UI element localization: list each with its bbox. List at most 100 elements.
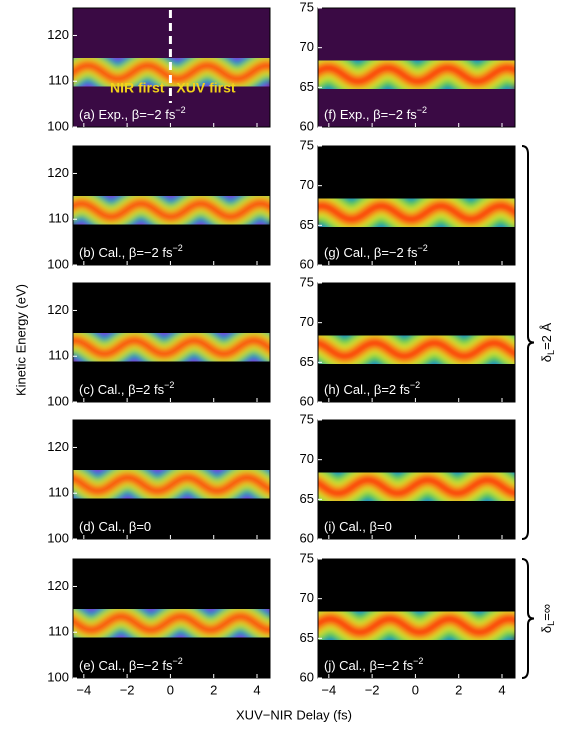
panel: 60 65 70 75 (g) Cal., β=−2 fs−2 [300, 137, 516, 271]
panel: 100 110 120 (b) Cal., β=−2 fs−2 [47, 145, 271, 271]
panel-frame [72, 558, 271, 679]
panel: 100 110 120 (c) Cal., β=2 fs−2 [47, 282, 271, 408]
panel-label-sup: −2 [410, 380, 420, 390]
y-tick-label: 120 [47, 27, 69, 42]
panel-frame [317, 558, 516, 679]
panel-label-sup: −2 [164, 380, 174, 390]
y-tick-label: 75 [300, 550, 314, 565]
x-tick-label: −2 [365, 682, 380, 697]
x-tick-label: −2 [120, 682, 135, 697]
band-image [318, 172, 515, 253]
x-tick-label: 0 [167, 682, 174, 697]
band [318, 61, 515, 88]
panel-frame [72, 7, 271, 128]
band [73, 198, 270, 223]
y-tick-label: 60 [300, 669, 314, 684]
panel: 100 110 120 (a) Exp., β=−2 fs−2 NIR first XUV… [47, 7, 271, 133]
group-label: δL=∞ [539, 604, 556, 633]
band [73, 335, 270, 360]
y-tick-label: 120 [47, 165, 69, 180]
panel-frame [317, 282, 516, 403]
group-label-main: δ [539, 626, 554, 633]
y-tick-label: 100 [47, 530, 69, 545]
panel-label: (d) Cal., β=0 [79, 519, 151, 534]
x-tick-label: 4 [498, 682, 505, 697]
panel-label: (b) Cal., β=−2 fs−2 [79, 243, 183, 260]
x-tick-label: −4 [321, 682, 336, 697]
panel-label-text: (b) Cal., β=−2 fs [79, 245, 173, 260]
group-label-main: δ [539, 355, 554, 362]
y-tick-label: 65 [300, 354, 314, 369]
panel-label-text: (h) Cal., β=2 fs [324, 382, 410, 397]
panel-label: (h) Cal., β=2 fs−2 [324, 380, 420, 397]
y-tick-label: 60 [300, 530, 314, 545]
band-image [318, 446, 515, 527]
panel-label-text: (d) Cal., β=0 [79, 519, 151, 534]
x-tick-label: 2 [455, 682, 462, 697]
band [318, 473, 515, 500]
panel-label-sup: −2 [172, 656, 182, 666]
panel-label-text: (i) Cal., β=0 [324, 519, 392, 534]
y-tick-label: 110 [48, 73, 69, 88]
band-image [73, 451, 270, 518]
panel-label: (e) Cal., β=−2 fs−2 [79, 656, 183, 673]
y-tick-label: 70 [300, 451, 314, 466]
panel-label-sup: −2 [413, 656, 423, 666]
panel-label: (j) Cal., β=−2 fs−2 [324, 656, 423, 673]
y-tick-label: 60 [300, 118, 314, 133]
y-tick-label: 70 [300, 177, 314, 192]
y-tick-label: 60 [300, 256, 314, 271]
y-tick-label: 110 [48, 348, 69, 363]
panel-frame [72, 419, 271, 540]
panel-label-text: (a) Exp., β=−2 fs [79, 107, 176, 122]
x-tick-label: −4 [76, 682, 91, 697]
y-tick-label: 100 [47, 118, 69, 133]
y-tick-label: 120 [47, 578, 69, 593]
panel-frame [72, 145, 271, 266]
band-image [318, 585, 515, 666]
y-tick-label: 65 [300, 217, 314, 232]
y-tick-label: 65 [300, 79, 314, 94]
x-tick-label: 0 [412, 682, 419, 697]
annotation: NIR first [110, 80, 165, 96]
panel-label: (f) Exp., β=−2 fs−2 [324, 105, 427, 122]
y-tick-label: 75 [300, 137, 314, 152]
group-label-sub: L [546, 621, 556, 626]
y-tick-label: 65 [300, 630, 314, 645]
panel-label-text: (g) Cal., β=−2 fs [324, 245, 418, 260]
panel: 60 65 70 75 (f) Exp., β=−2 fs−2 [300, 0, 516, 133]
band-image [73, 590, 270, 657]
y-tick-label: 70 [300, 590, 314, 605]
y-tick-label: 100 [47, 393, 69, 408]
band-image [318, 309, 515, 390]
panel-label-sup: −2 [417, 105, 427, 115]
panel-frame [317, 145, 516, 266]
group-label-rest: =2 Å [539, 322, 554, 349]
band [318, 199, 515, 226]
panel: 60 65 70 75 (i) Cal., β=0 [300, 411, 516, 545]
panel-label-text: (c) Cal., β=2 fs [79, 382, 165, 397]
y-tick-label: 120 [47, 439, 69, 454]
band [318, 336, 515, 363]
y-tick-label: 60 [300, 393, 314, 408]
band-image [73, 177, 270, 244]
brace [521, 558, 535, 679]
y-tick-label: 65 [300, 491, 314, 506]
panel-label: (a) Exp., β=−2 fs−2 [79, 105, 186, 122]
y-tick-label: 75 [300, 274, 314, 289]
y-tick-label: 100 [47, 256, 69, 271]
panel-frame [317, 419, 516, 540]
y-tick-label: 110 [48, 211, 69, 226]
x-axis-label: XUV−NIR Delay (fs) [236, 707, 352, 722]
y-tick-label: 110 [48, 624, 69, 639]
y-tick-label: 75 [300, 411, 314, 426]
x-tick-label: 2 [210, 682, 217, 697]
panel: 100 110 120 (d) Cal., β=0 [47, 419, 271, 545]
panel-label: (i) Cal., β=0 [324, 519, 392, 534]
y-axis-label: Kinetic Energy (eV) [13, 284, 28, 396]
y-tick-label: 70 [300, 39, 314, 54]
y-tick-label: 110 [48, 485, 69, 500]
panel-label: (g) Cal., β=−2 fs−2 [324, 243, 428, 260]
